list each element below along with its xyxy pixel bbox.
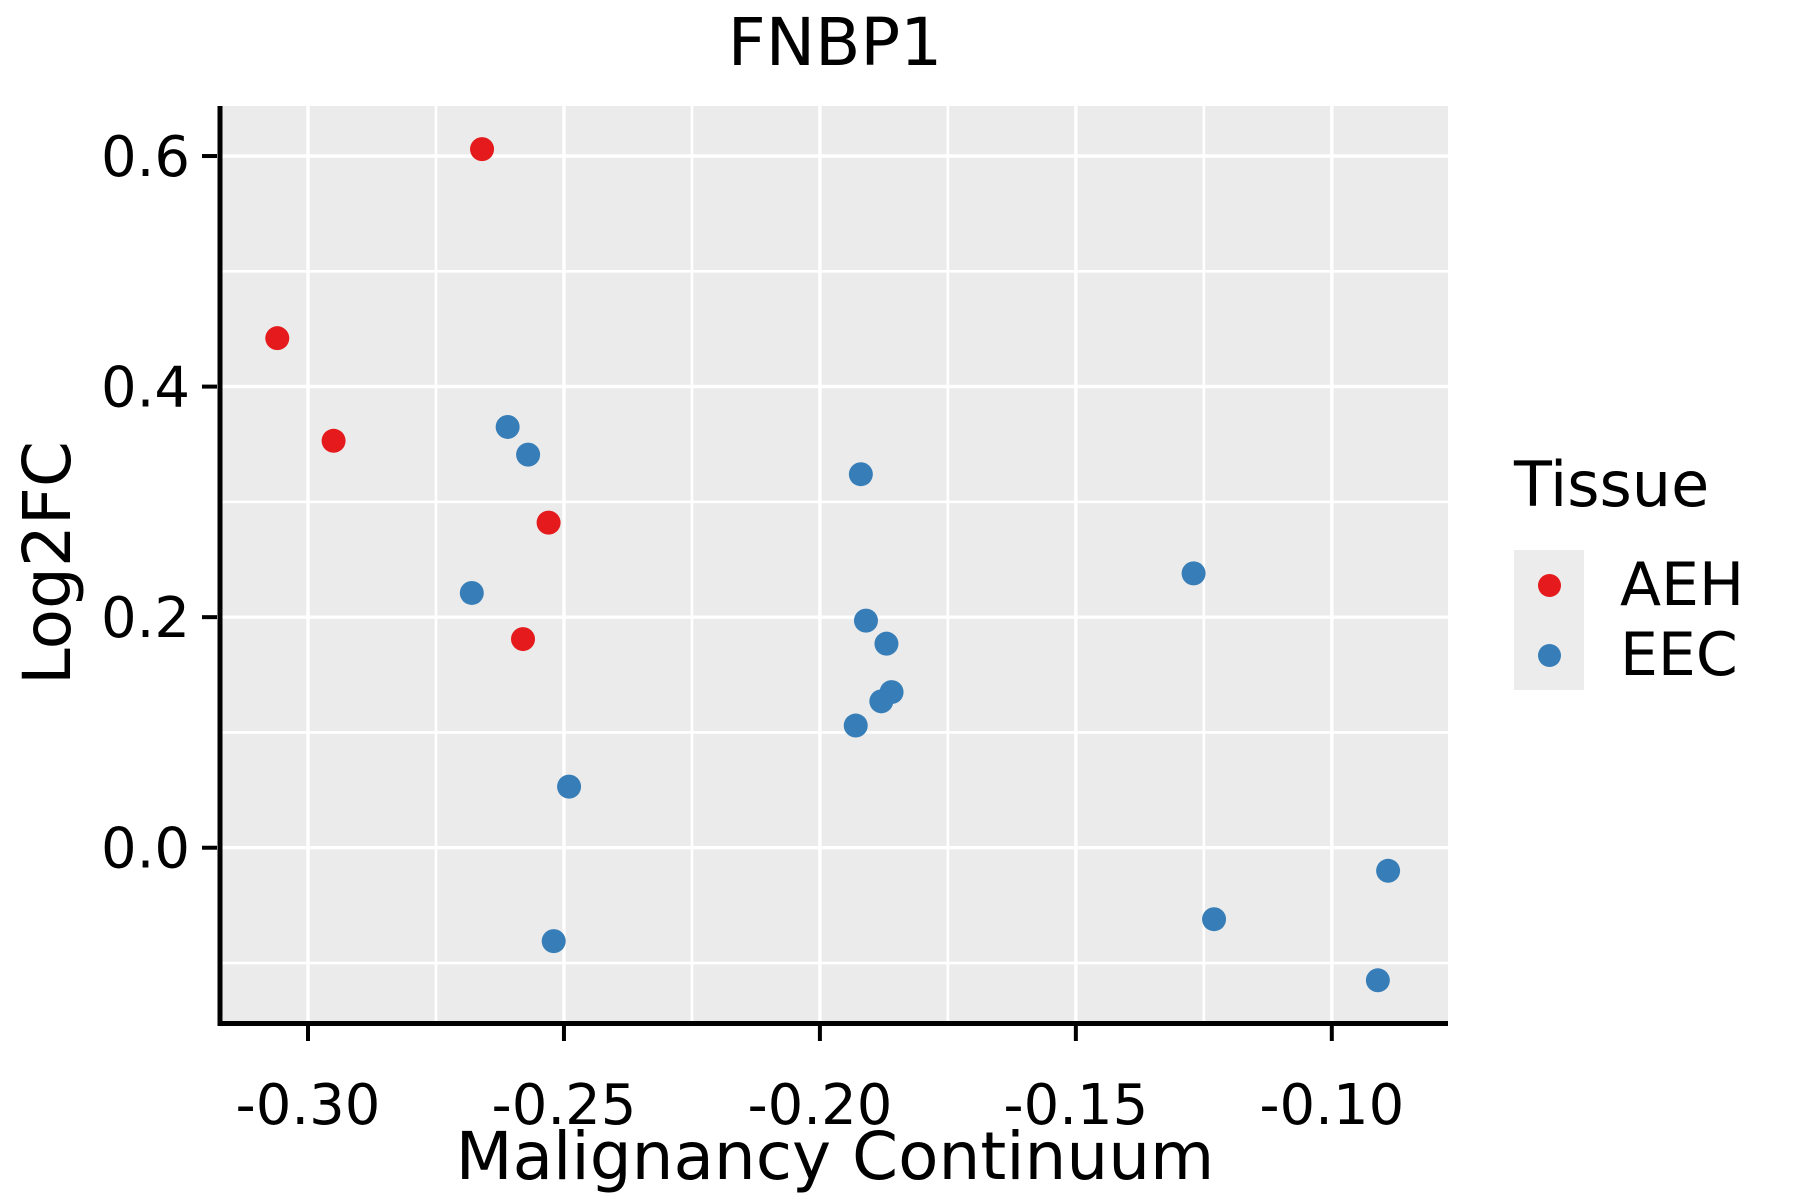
legend: Tissue AEH EEC: [1514, 452, 1744, 690]
data-point-eec: [516, 442, 541, 467]
data-point-eec: [495, 414, 520, 439]
data-point-eec: [1376, 858, 1401, 883]
data-point-eec: [541, 929, 566, 954]
data-point-eec: [869, 689, 894, 714]
aeh-point-icon: [1537, 573, 1561, 597]
y-tick-label: 0.2: [101, 586, 190, 651]
x-tick-label: -0.10: [1259, 1073, 1404, 1138]
legend-label-eec: EEC: [1620, 620, 1738, 690]
x-tick-label: -0.25: [491, 1073, 636, 1138]
x-tick-label: -0.15: [1003, 1073, 1148, 1138]
chart-title: FNBP1: [727, 4, 943, 81]
data-point-aeh: [265, 326, 290, 351]
y-tick-label: 0.0: [101, 817, 190, 882]
legend-title: Tissue: [1514, 448, 1710, 521]
data-point-aeh: [321, 428, 346, 453]
legend-entry-eec: EEC: [1514, 620, 1744, 690]
y-tick-label: 0.6: [101, 125, 190, 190]
y-axis-title: Log2FC: [9, 441, 86, 685]
plot-panel: [222, 106, 1448, 1021]
x-tick-label: -0.20: [747, 1073, 892, 1138]
legend-label-aeh: AEH: [1620, 550, 1745, 620]
data-point-eec: [1365, 968, 1390, 993]
data-point-aeh: [536, 510, 561, 535]
x-tick-label: -0.30: [236, 1073, 381, 1138]
y-tick-label: 0.4: [101, 356, 190, 421]
data-point-eec: [853, 608, 878, 633]
data-point-eec: [1202, 907, 1227, 932]
eec-point-icon: [1537, 643, 1561, 667]
data-point-aeh: [510, 627, 535, 652]
data-point-eec: [843, 713, 868, 738]
data-point-eec: [1181, 561, 1206, 586]
data-point-eec: [874, 631, 899, 656]
data-point-eec: [557, 774, 582, 799]
data-point-aeh: [470, 137, 495, 162]
legend-entry-aeh: AEH: [1514, 550, 1744, 620]
data-point-eec: [848, 462, 873, 487]
legend-key-eec: [1514, 620, 1584, 690]
data-point-eec: [459, 580, 484, 605]
x-axis-title: Malignancy Continuum: [455, 1118, 1215, 1195]
legend-key-aeh: [1514, 550, 1584, 620]
